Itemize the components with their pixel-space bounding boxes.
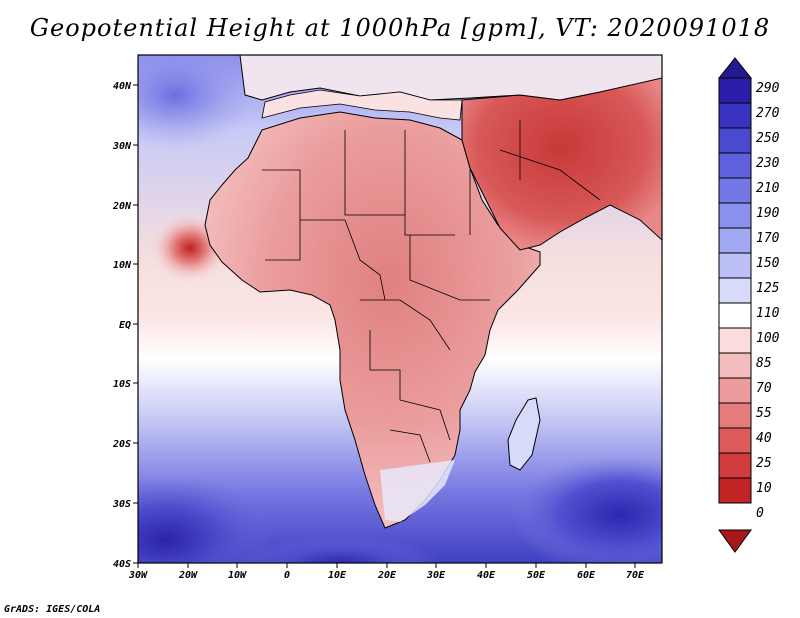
colorbar-label: 55: [756, 406, 772, 421]
colorbar-swatch: [718, 477, 752, 504]
colorbar-label: 210: [756, 181, 780, 196]
colorbar-swatch: [718, 352, 752, 379]
colorbar-swatch: [718, 227, 752, 254]
colorbar-label: 25: [756, 456, 772, 471]
colorbar-label: 100: [756, 331, 780, 346]
madagascar: [507, 397, 541, 471]
colorbar-label: 0: [756, 506, 764, 521]
colorbar-arrow-bottom: [718, 529, 752, 553]
lon-tick-label: 50E: [527, 570, 546, 581]
colorbar-swatch: [718, 202, 752, 229]
colorbar-swatch: [718, 102, 752, 129]
colorbar-label: 290: [756, 81, 780, 96]
lon-tick-label: 10W: [228, 570, 247, 581]
colorbar-label: 110: [756, 306, 780, 321]
colorbar-label: 70: [756, 381, 772, 396]
colorbar-label: 230: [756, 156, 780, 171]
lon-axis: 30W 20W 10W 0 10E 20E 30E 40E 50E 60E 70…: [128, 563, 645, 581]
colorbar-swatch: [718, 427, 752, 454]
colorbar-swatch: [718, 302, 752, 329]
colorbar-label: 270: [756, 106, 780, 121]
lon-tick-label: 60E: [577, 570, 596, 581]
lat-tick-label: 30S: [112, 499, 131, 510]
colorbar-label: 10: [756, 481, 772, 496]
lat-tick-label: 10S: [113, 379, 131, 390]
colorbar-label: 125: [756, 281, 780, 296]
colorbar-label: 85: [756, 356, 772, 371]
map-field: [138, 55, 662, 563]
colorbar-label: 190: [756, 206, 780, 221]
lat-tick-label: 40N: [113, 81, 132, 92]
lon-tick-label: 20E: [377, 570, 397, 581]
lon-tick-label: 0: [284, 570, 290, 581]
colorbar-swatch: [718, 402, 752, 429]
colorbar-swatch: [718, 152, 752, 179]
colorbar-swatch: [718, 77, 752, 104]
lon-tick-label: 20W: [178, 570, 198, 581]
credit-text: GrADS: IGES/COLA: [4, 604, 101, 615]
colorbar-swatch: [718, 127, 752, 154]
colorbar-swatch: [718, 452, 752, 479]
colorbar-label: 250: [756, 131, 780, 146]
colorbar-swatch: [718, 277, 752, 304]
map-frame: [137, 54, 663, 564]
lat-tick-label: EQ: [119, 320, 131, 331]
colorbar-arrow-top: [717, 57, 753, 79]
chart-title: Geopotential Height at 1000hPa [gpm], VT…: [29, 14, 771, 42]
lat-tick-label: 40S: [113, 559, 131, 570]
colorbar-swatch: [718, 377, 752, 404]
lon-tick-label: 30W: [128, 570, 148, 581]
country-borders: [262, 120, 601, 463]
colorbar-label: 150: [756, 256, 780, 271]
colorbar-swatch: [718, 177, 752, 204]
lon-tick-label: 30E: [426, 570, 446, 581]
colorbar-label: 40: [756, 431, 772, 446]
lat-axis: 40N 30N 20N 10N EQ 10S 20S 30S 40S: [112, 81, 138, 570]
lon-tick-label: 70E: [626, 570, 645, 581]
lat-tick-label: 20S: [112, 439, 131, 450]
lon-tick-label: 40E: [477, 570, 496, 581]
lat-tick-label: 20N: [112, 201, 132, 212]
lat-tick-label: 30N: [112, 141, 132, 152]
colorbar: 290 270 250 230 210 190 170 150 125 110 …: [717, 57, 780, 553]
lat-tick-label: 10N: [113, 260, 132, 271]
colorbar-label: 170: [756, 231, 780, 246]
colorbar-swatch: [718, 327, 752, 354]
colorbar-swatch: [718, 252, 752, 279]
lon-tick-label: 10E: [328, 570, 347, 581]
